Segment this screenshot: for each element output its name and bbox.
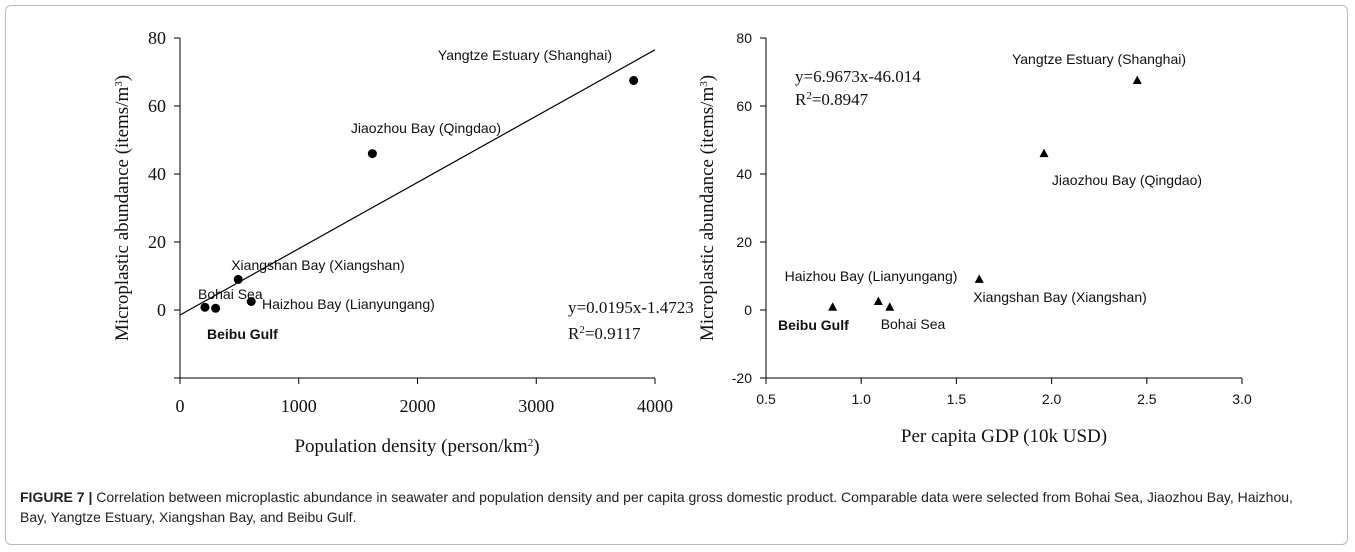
regression-equation: y=6.9673x-46.014 xyxy=(795,67,921,86)
figure-charts: 0 20 40 60 80 0 1000 2000 3000 4000 Population den… xyxy=(112,28,1252,457)
y-tick-label: 20 xyxy=(736,234,752,250)
caption-figure-label: FIGURE 7 | xyxy=(20,489,93,505)
point-label: Jiaozhou Bay (Qingdao) xyxy=(351,120,501,136)
y-tick-label: 40 xyxy=(148,164,166,184)
data-point xyxy=(367,149,377,159)
figure-caption: FIGURE 7 | Correlation between microplas… xyxy=(20,487,1320,527)
r-squared-label: R2=0.8947 xyxy=(795,90,869,109)
point-label: Beibu Gulf xyxy=(778,317,849,333)
x-tick-label: 2.0 xyxy=(1042,391,1062,407)
caption-text: Correlation between microplastic abundan… xyxy=(20,489,1293,525)
point-label: Beibu Gulf xyxy=(207,326,278,342)
y-axis-title: Microplastic abundance (items/m3) xyxy=(697,75,718,341)
y-tick-label: 80 xyxy=(736,30,752,46)
y-tick-label: 20 xyxy=(148,232,166,252)
x-tick-label: 0.5 xyxy=(756,391,776,407)
data-point xyxy=(200,302,210,312)
data-point xyxy=(873,296,883,305)
y-tick-label: 0 xyxy=(157,300,166,320)
gdp-chart: -20 0 20 40 60 80 0.5 1.0 1.5 2.0 2.5 3.0 Per capita… xyxy=(697,30,1252,447)
data-point xyxy=(1132,75,1142,84)
x-tick-label: 2.5 xyxy=(1137,391,1157,407)
data-point xyxy=(885,302,895,311)
x-axis-title: Per capita GDP (10k USD) xyxy=(901,426,1107,447)
point-label: Bohai Sea xyxy=(881,316,946,332)
y-tick-label: 0 xyxy=(744,302,752,318)
point-label: Haizhou Bay (Lianyungang) xyxy=(262,296,435,312)
point-label: Haizhou Bay (Lianyungang) xyxy=(785,268,958,284)
point-label: Yangtze Estuary (Shanghai) xyxy=(1012,51,1186,67)
x-tick-label: 1.5 xyxy=(947,391,967,407)
data-point xyxy=(211,303,221,313)
y-tick-label: 40 xyxy=(736,166,752,182)
point-label: Xiangshan Bay (Xiangshan) xyxy=(973,289,1147,305)
x-tick-label: 2000 xyxy=(400,396,436,416)
point-label: Yangtze Estuary (Shanghai) xyxy=(438,47,612,63)
data-point xyxy=(828,302,838,311)
data-point xyxy=(1039,148,1049,158)
x-axis-title: Population density (person/km2) xyxy=(294,436,539,457)
y-tick-label: 60 xyxy=(736,98,752,114)
x-tick-label: 1000 xyxy=(281,396,317,416)
x-tick-label: 1.0 xyxy=(851,391,871,407)
y-tick-label: 60 xyxy=(148,96,166,116)
point-label: Bohai Sea xyxy=(198,286,263,302)
regression-line xyxy=(180,49,655,316)
regression-equation: y=0.0195x-1.4723 xyxy=(568,298,694,317)
data-point xyxy=(246,297,256,306)
data-point xyxy=(629,76,639,85)
r-squared-label: R2=0.9117 xyxy=(568,324,641,343)
x-tick-label: 3000 xyxy=(518,396,554,416)
x-tick-label: 0 xyxy=(176,396,185,416)
x-tick-label: 3.0 xyxy=(1232,391,1252,407)
data-point xyxy=(974,274,984,283)
point-label: Xiangshan Bay (Xiangshan) xyxy=(231,257,405,273)
data-point xyxy=(233,274,243,284)
x-tick-label: 4000 xyxy=(637,396,673,416)
point-label: Jiaozhou Bay (Qingdao) xyxy=(1052,172,1202,188)
y-axis-title: Microplastic abundance (items/m3) xyxy=(112,75,133,341)
figure-frame xyxy=(5,5,1348,545)
population-density-chart: 0 20 40 60 80 0 1000 2000 3000 4000 Population den… xyxy=(112,28,694,457)
y-tick-label: -20 xyxy=(732,370,752,386)
y-tick-label: 80 xyxy=(148,28,166,48)
